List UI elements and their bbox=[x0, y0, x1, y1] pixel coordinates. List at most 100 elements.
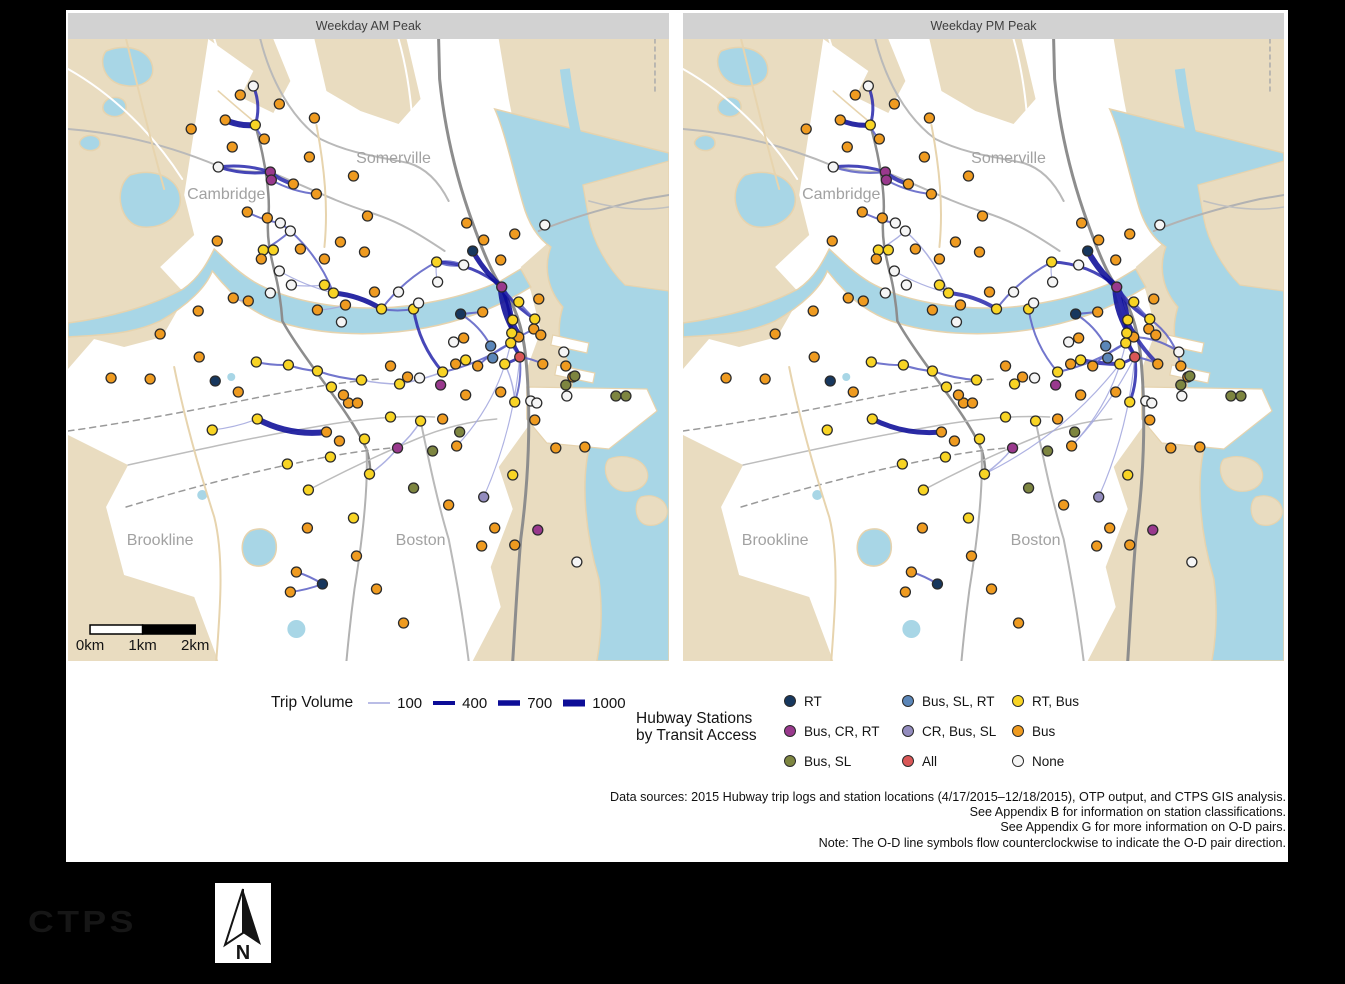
station-dot-rt_bus bbox=[281, 458, 294, 470]
legend-label: RT bbox=[804, 693, 822, 709]
road bbox=[588, 200, 669, 210]
station-dot-none bbox=[447, 336, 460, 348]
station-dot-rt_bus bbox=[318, 279, 331, 291]
city-label: Boston bbox=[1011, 532, 1061, 549]
road bbox=[683, 378, 997, 432]
station-dot-bus bbox=[973, 246, 986, 258]
od-flow-line bbox=[412, 307, 445, 374]
station-dot-rt_bus bbox=[347, 512, 360, 524]
coast-overlay bbox=[1141, 386, 1273, 450]
station-dot-bus bbox=[308, 112, 321, 124]
station-dot-bus bbox=[1064, 358, 1077, 370]
station-dot-rt_bus bbox=[505, 337, 517, 349]
station-dot-bus bbox=[358, 246, 371, 258]
legend-item-bus_cr_rt: Bus, CR, RT bbox=[784, 716, 902, 746]
station-dot-bus bbox=[1087, 360, 1099, 372]
station-dot-rt_bus bbox=[250, 356, 262, 368]
station-dot-bus bbox=[442, 499, 455, 511]
station-dot-rt_bus bbox=[1128, 296, 1140, 308]
road bbox=[68, 378, 382, 432]
station-dot-rt_bus bbox=[897, 359, 910, 371]
coast-overlay bbox=[1197, 160, 1284, 292]
station-dot-none bbox=[1028, 372, 1041, 384]
station-dot-bus_sl_rt bbox=[485, 340, 497, 352]
station-dot-none bbox=[571, 556, 583, 568]
coast-overlay bbox=[1250, 495, 1283, 526]
station-dot-bus bbox=[384, 360, 397, 372]
station-dot-bus bbox=[301, 522, 314, 534]
station-dot-bus bbox=[397, 617, 410, 629]
road bbox=[307, 418, 498, 491]
station-dot-bus bbox=[227, 292, 239, 304]
city-label: Cambridge bbox=[187, 186, 265, 203]
trip-volume-line-sample bbox=[368, 702, 391, 704]
od-flow-line bbox=[254, 416, 330, 436]
station-dot-bus bbox=[916, 522, 929, 534]
water bbox=[119, 171, 181, 228]
station-dot-bus bbox=[847, 386, 859, 398]
station-dot-bus bbox=[962, 170, 975, 182]
road bbox=[742, 415, 1051, 466]
station-dot-rt_bus bbox=[414, 415, 427, 427]
station-dot-bus bbox=[948, 435, 961, 447]
od-flow-line bbox=[1098, 356, 1136, 498]
station-dot-bus bbox=[310, 188, 323, 200]
legend-label: RT, Bus bbox=[1032, 693, 1080, 709]
station-dot-bus bbox=[105, 372, 117, 384]
ctps-logo: CTPS bbox=[28, 904, 137, 939]
pond bbox=[812, 490, 823, 500]
station-dot-rt_bus bbox=[430, 256, 443, 268]
station-dot-bus bbox=[261, 212, 273, 224]
station-dot-rt_bus bbox=[1122, 469, 1134, 481]
map-pm: Cambridge Somerville Brookline Boston bbox=[683, 39, 1284, 661]
station-dot-bus_cr_rt bbox=[532, 524, 544, 536]
station-dot-none bbox=[285, 279, 298, 291]
station-legend-title-line1: Hubway Stations bbox=[636, 710, 753, 727]
city-label: Somerville bbox=[971, 150, 1046, 167]
road bbox=[1012, 39, 1029, 124]
city-label: Brookline bbox=[742, 532, 809, 549]
legend-label: None bbox=[1032, 753, 1065, 769]
station-dot-rt bbox=[467, 245, 479, 257]
station-dot-rt_bus bbox=[866, 413, 878, 425]
station-dot-rt_bus bbox=[507, 469, 519, 481]
station-dot-rt_bus bbox=[939, 451, 952, 463]
trip-volume-value: 400 bbox=[462, 694, 488, 712]
road bbox=[930, 124, 942, 248]
station-dot-bus bbox=[529, 414, 541, 426]
scale-bar-white bbox=[89, 624, 144, 635]
station-dot-bus bbox=[999, 360, 1012, 372]
station-dot-none bbox=[1176, 390, 1188, 402]
od-flow-line bbox=[1027, 308, 1059, 373]
station-dot-rt_bus bbox=[355, 374, 368, 386]
station-dot-none bbox=[1062, 336, 1075, 348]
station-dot-none bbox=[950, 316, 963, 328]
station-dot-bus bbox=[902, 178, 915, 190]
trip-volume-items: 100 400 700 1000 bbox=[367, 695, 635, 712]
station-dot-rt bbox=[209, 375, 221, 387]
station-dot-rt_bus bbox=[506, 327, 518, 339]
station-dot-none bbox=[431, 276, 444, 288]
map-panel-pm: Weekday PM Peak Cambridge Somerville Brook… bbox=[683, 13, 1284, 661]
station-dot-bus bbox=[489, 522, 501, 534]
legend-dot-none bbox=[1012, 755, 1024, 767]
station-dot-none bbox=[273, 265, 286, 277]
station-dot-rt_bus bbox=[1029, 415, 1042, 427]
station-dot-bus bbox=[477, 306, 489, 318]
station-dot-rt_bus bbox=[206, 424, 218, 436]
legend-dot-bus_sl_rt bbox=[902, 695, 914, 707]
station-dot-none bbox=[412, 297, 425, 309]
station-dot-rt_bus bbox=[999, 411, 1012, 423]
station-dot-bus_sl bbox=[1235, 390, 1247, 402]
od-flow-line bbox=[456, 342, 512, 447]
figure: Weekday AM Peak Cambridge Somerville Brook… bbox=[66, 10, 1288, 862]
station-dot-bus bbox=[905, 566, 918, 578]
pond bbox=[227, 373, 236, 381]
map-am: Cambridge Somerville Brookline Boston 0km 1km… bbox=[68, 39, 669, 661]
water bbox=[241, 528, 278, 567]
legend-dot-rt bbox=[784, 695, 796, 707]
station-dot-bus bbox=[457, 332, 470, 344]
legend-item-none: None bbox=[1012, 746, 1104, 776]
station-dot-bus_sl bbox=[610, 390, 622, 402]
station-dot-bus bbox=[759, 373, 771, 385]
